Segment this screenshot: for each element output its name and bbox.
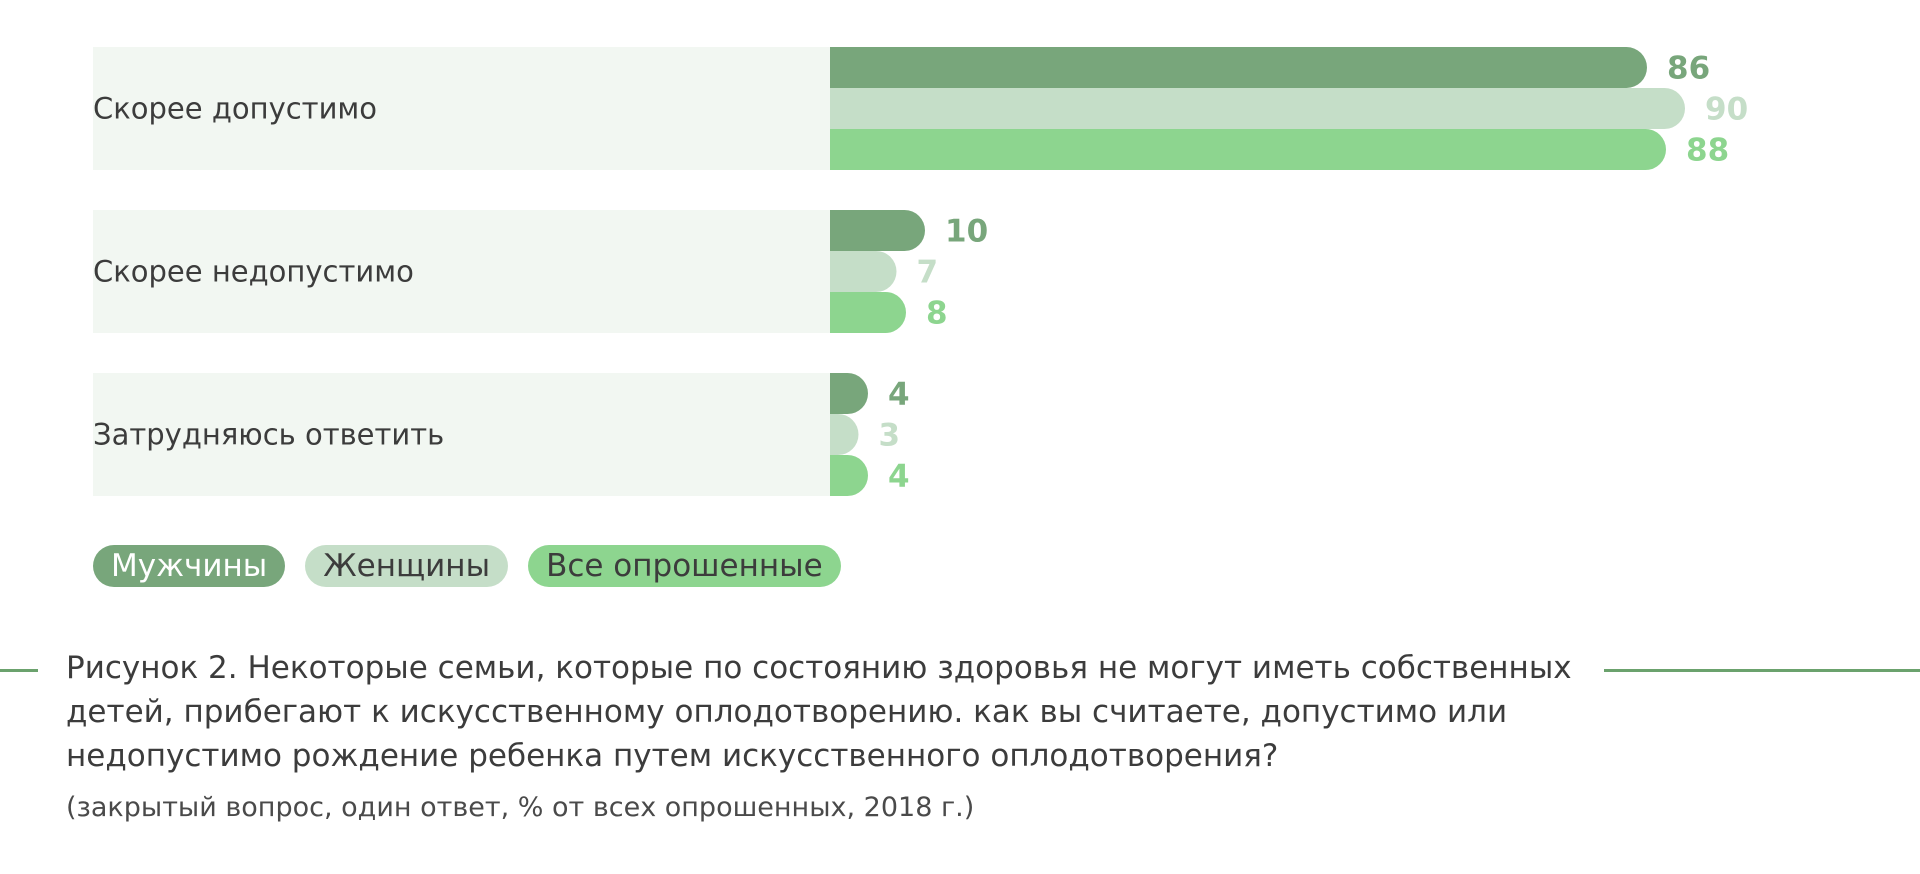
bar-men bbox=[830, 47, 1647, 88]
category-band bbox=[93, 210, 830, 333]
chart-legend: Мужчины Женщины Все опрошенные bbox=[93, 545, 841, 587]
bar-chart: Скорее допустимо 86 90 88 Скорее недопустимо… bbox=[93, 47, 1748, 496]
legend-item-all: Все опрошенные bbox=[528, 545, 841, 587]
bar-all bbox=[830, 292, 906, 333]
value-label-all: 4 bbox=[888, 459, 910, 495]
value-label-women: 90 bbox=[1705, 92, 1748, 128]
legend-item-women: Женщины bbox=[305, 545, 509, 587]
caption-rule-left bbox=[0, 669, 38, 672]
value-label-men: 10 bbox=[945, 214, 988, 250]
bar-all bbox=[830, 129, 1666, 170]
bar-all bbox=[830, 455, 868, 496]
category-label: Затрудняюсь ответить bbox=[93, 418, 444, 452]
category-label: Скорее недопустимо bbox=[93, 255, 414, 289]
legend-item-men: Мужчины bbox=[93, 545, 286, 587]
value-label-all: 8 bbox=[926, 296, 948, 332]
figure-caption: Рисунок 2. Некоторые семьи, которые по с… bbox=[66, 650, 1572, 774]
value-label-women: 3 bbox=[879, 418, 901, 454]
figure-caption-note: (закрытый вопрос, один ответ, % от всех … bbox=[66, 792, 975, 823]
bar-men bbox=[830, 373, 868, 414]
bar-women bbox=[830, 88, 1685, 129]
value-label-all: 88 bbox=[1686, 133, 1729, 169]
caption-rule-right bbox=[1604, 669, 1920, 672]
category-label: Скорее допустимо bbox=[93, 92, 377, 126]
bar-women bbox=[830, 414, 859, 455]
bar-men bbox=[830, 210, 925, 251]
bar-women bbox=[830, 251, 897, 292]
value-label-men: 86 bbox=[1667, 51, 1710, 87]
category-band bbox=[93, 47, 830, 170]
category-band bbox=[93, 373, 830, 496]
value-label-women: 7 bbox=[917, 255, 939, 291]
value-label-men: 4 bbox=[888, 377, 910, 413]
